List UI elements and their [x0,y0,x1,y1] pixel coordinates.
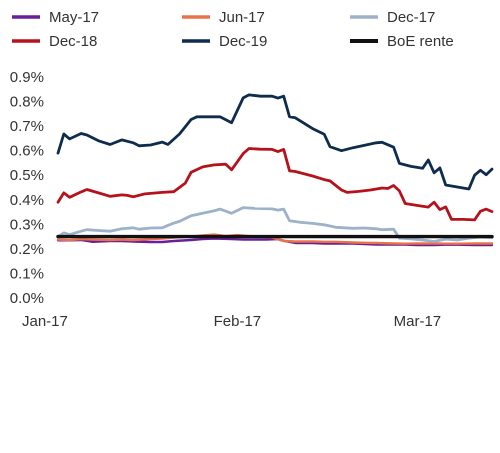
y-tick-label: 0.6% [10,143,44,160]
y-tick-label: 0.0% [10,290,44,307]
series-layer [56,93,494,247]
legend-label: Dec-19 [219,33,267,50]
legend-label: May-17 [49,9,99,26]
legend-item: Dec-17 [350,9,435,26]
y-tick-label: 0.4% [10,192,44,209]
x-tick-label: Jan-17 [22,313,68,330]
series-line-dec-18 [56,147,494,222]
legend-item: Jun-17 [182,9,265,26]
legend-item: Dec-18 [12,33,97,50]
x-tick-label: Mar-17 [394,313,442,330]
legend-label: Jun-17 [219,9,265,26]
y-tick-label: 0.9% [10,69,44,86]
y-tick-label: 0.8% [10,94,44,111]
series-line-dec-17 [56,206,494,243]
chart-legend: May-17 Jun-17 Dec-17 Dec-18 Dec-19 BoE rente [12,9,454,50]
y-tick-label: 0.1% [10,265,44,282]
y-tick-label: 0.3% [10,216,44,233]
legend-item: Dec-19 [182,33,267,50]
series-line-dec-19 [56,93,494,191]
x-tick-label: Feb-17 [214,313,262,330]
legend-label: Dec-18 [49,33,97,50]
y-axis: 0.0% 0.1% 0.2% 0.3% 0.4% 0.5% 0.6% 0.7% 0.8% 0.9% [10,69,44,307]
legend-item: BoE rente [350,33,454,50]
x-axis: Jan-17 Feb-17 Mar-17 [22,313,441,330]
legend-label: BoE rente [387,33,454,50]
legend-label: Dec-17 [387,9,435,26]
y-tick-label: 0.2% [10,241,44,258]
y-tick-label: 0.7% [10,118,44,135]
legend-item: May-17 [12,9,99,26]
y-tick-label: 0.5% [10,167,44,184]
